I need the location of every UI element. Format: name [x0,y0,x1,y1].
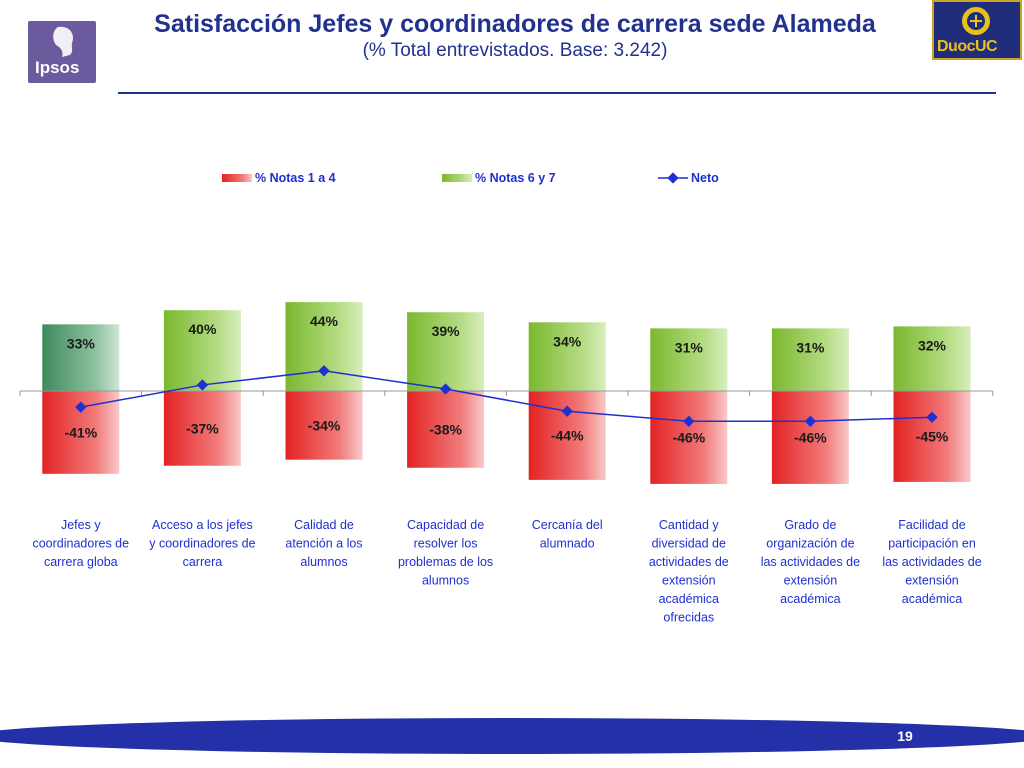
chart-data-labels: 33% -41% 40% -37% 44% -34% 39% -38% 34% -44% 31% -4… [64,313,948,445]
data-label-positive: 39% [432,323,461,339]
bar-notas-6-7 [528,322,606,391]
category-label: Jefes y [61,518,101,532]
category-label: alumnos [422,574,469,588]
duoc-logo: DuocUC [932,0,1022,60]
neto-series-line [80,370,933,423]
bar-notas-6-7 [407,312,485,391]
category-label: coordinadores de [32,537,129,551]
legend-label: % Notas 6 y 7 [475,171,556,185]
legend-swatch-notas-1-4 [222,174,252,182]
ipsos-logo: Ipsos [28,21,96,83]
category-label: atención a los [285,537,362,551]
chart-axis [19,390,994,396]
title-block: Satisfacción Jefes y coordinadores de ca… [110,12,920,62]
bar-notas-1-4 [285,391,363,460]
category-label: alumnado [540,537,595,551]
page-title: Satisfacción Jefes y coordinadores de ca… [154,10,876,38]
category-label: académica [902,592,962,606]
bar-notas-1-4 [650,391,728,484]
bar-notas-1-4 [163,391,241,466]
category-label: y coordinadores de [149,537,255,551]
category-label: Calidad de [294,518,354,532]
category-label: carrera [183,555,223,569]
category-label: ofrecidas [663,611,714,625]
neto-point [196,379,209,391]
data-label-positive: 32% [918,337,947,353]
duoc-seal-icon [960,5,992,37]
category-label: resolver los [414,537,478,551]
category-label: problemas de los [398,555,493,569]
footer-bar [0,718,1024,754]
category-label: las actividades de [761,555,860,569]
neto-point [804,415,817,427]
category-label: Facilidad de [898,518,965,532]
data-label-positive: 33% [67,335,96,351]
data-label-negative: -37% [186,420,219,436]
data-label-negative: -46% [672,429,705,445]
data-label-negative: -38% [429,421,462,437]
category-label: alumnos [300,555,347,569]
data-label-negative: -45% [916,428,949,444]
data-label-positive: 31% [675,339,704,355]
data-label-negative: -41% [64,424,97,440]
category-label: actividades de [649,555,729,569]
legend-marker-neto [667,172,679,184]
category-label: extensión [905,574,959,588]
category-label: Acceso a los jefes [152,518,253,532]
data-label-positive: 31% [796,339,825,355]
bar-notas-1-4 [771,391,849,484]
neto-point [561,405,573,417]
legend-swatch-notas-6-7 [442,174,472,182]
bar-notas-6-7 [893,326,971,391]
chart-legend: % Notas 1 a 4 % Notas 6 y 7 Neto [222,171,719,185]
category-label: las actividades de [882,555,981,569]
neto-point [926,411,938,423]
category-label: extensión [662,574,716,588]
category-label: académica [659,592,719,606]
legend-label: Neto [691,171,719,185]
category-label: Cantidad y [659,518,720,532]
bar-notas-6-7 [771,328,849,391]
category-label: Cercanía del [532,518,603,532]
data-label-positive: 44% [310,313,339,329]
category-label: académica [780,592,840,606]
category-label: Capacidad de [407,518,484,532]
data-label-negative: -46% [794,429,827,445]
page-subtitle: (% Total entrevistados. Base: 3.242) [362,40,668,61]
page-number: 19 [897,728,913,744]
duoc-logo-text: DuocUC [937,38,998,55]
satisfaction-chart: % Notas 1 a 4 % Notas 6 y 7 Neto 33% -41% 40… [19,171,994,625]
category-label: Grado de [784,518,836,532]
category-label: diversidad de [652,537,726,551]
neto-point [318,365,330,377]
chart-category-labels: Jefes y coordinadores de carrera globa Acce… [32,518,981,625]
bar-notas-6-7 [650,328,728,391]
category-label: extensión [784,574,838,588]
data-label-negative: -44% [551,427,584,443]
ipsos-face-icon [53,26,74,57]
bar-notas-1-4 [407,391,485,468]
data-label-negative: -34% [308,417,341,433]
data-label-positive: 34% [553,333,582,349]
ipsos-logo-text: Ipsos [35,58,80,77]
neto-point [439,383,452,395]
bar-notas-6-7 [163,310,241,391]
category-label: participación en [888,537,976,551]
neto-point [683,415,695,427]
title-divider [118,92,996,94]
bar-notas-6-7 [42,324,120,391]
legend-label: % Notas 1 a 4 [255,171,336,185]
data-label-positive: 40% [188,321,217,337]
bar-notas-1-4 [893,391,971,482]
category-label: carrera globa [44,555,118,569]
category-label: organización de [766,537,854,551]
